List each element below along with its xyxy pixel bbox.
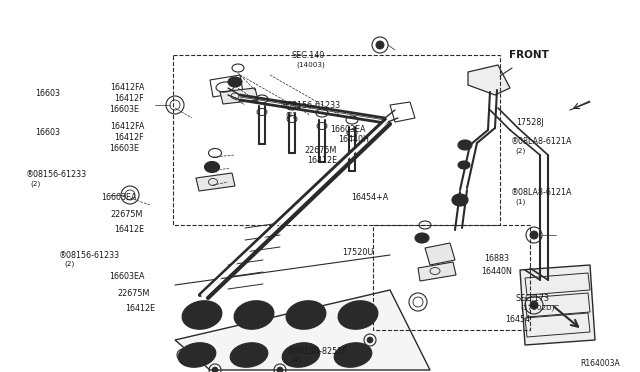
Polygon shape [196, 173, 235, 191]
Ellipse shape [334, 343, 372, 367]
Circle shape [231, 78, 239, 86]
Text: ®08156-61233: ®08156-61233 [59, 251, 120, 260]
Ellipse shape [339, 346, 367, 364]
Text: 16412F: 16412F [114, 94, 143, 103]
Text: 16603E: 16603E [109, 105, 139, 114]
Ellipse shape [415, 233, 429, 243]
Text: 17520U: 17520U [342, 248, 374, 257]
Ellipse shape [235, 346, 263, 364]
Text: 17528J: 17528J [516, 118, 543, 127]
Text: 16412F: 16412F [114, 133, 143, 142]
Text: 16454: 16454 [506, 315, 531, 324]
Ellipse shape [290, 305, 322, 325]
Text: 22675M: 22675M [110, 210, 143, 219]
Ellipse shape [287, 346, 316, 364]
Text: 16603EA: 16603EA [109, 272, 144, 280]
Ellipse shape [234, 301, 274, 329]
Polygon shape [425, 243, 455, 265]
Text: (2): (2) [285, 111, 296, 118]
Text: 16883: 16883 [484, 254, 509, 263]
Text: 16412FA: 16412FA [110, 83, 145, 92]
Ellipse shape [458, 161, 470, 169]
Polygon shape [418, 262, 456, 281]
Text: 16603EA: 16603EA [101, 193, 136, 202]
Polygon shape [468, 65, 510, 95]
Ellipse shape [338, 301, 378, 329]
Text: (2): (2) [31, 180, 41, 187]
Text: 16440N: 16440N [481, 267, 512, 276]
Ellipse shape [342, 305, 374, 325]
Circle shape [418, 234, 426, 242]
Polygon shape [175, 290, 430, 370]
Text: SEG.173: SEG.173 [516, 294, 550, 303]
Text: ®08156-61233: ®08156-61233 [280, 101, 342, 110]
Ellipse shape [186, 305, 218, 325]
Circle shape [530, 301, 538, 309]
Text: 16412E: 16412E [114, 225, 144, 234]
Ellipse shape [205, 161, 220, 173]
Ellipse shape [182, 346, 211, 364]
Circle shape [277, 367, 283, 372]
Ellipse shape [238, 305, 270, 325]
Circle shape [207, 162, 217, 172]
Ellipse shape [182, 301, 222, 329]
Circle shape [530, 231, 538, 239]
Text: (17502D): (17502D) [521, 304, 556, 311]
Text: FRONT: FRONT [509, 50, 549, 60]
Text: 16603: 16603 [35, 128, 60, 137]
Text: 16412E: 16412E [125, 304, 155, 313]
Text: (14003): (14003) [297, 61, 326, 68]
Polygon shape [520, 265, 595, 345]
Text: 16412FA: 16412FA [110, 122, 145, 131]
Text: ®08LA8-6121A: ®08LA8-6121A [511, 137, 572, 146]
Text: (1): (1) [516, 198, 526, 205]
Circle shape [180, 352, 186, 358]
Text: ®08156-61233: ®08156-61233 [26, 170, 87, 179]
Text: (4): (4) [292, 357, 302, 363]
Circle shape [376, 41, 384, 49]
Text: 16412E: 16412E [307, 156, 337, 165]
Text: 16603: 16603 [35, 89, 60, 97]
Text: ®08158-8251F: ®08158-8251F [287, 347, 348, 356]
Ellipse shape [286, 301, 326, 329]
Text: (2): (2) [64, 261, 74, 267]
Ellipse shape [282, 343, 320, 367]
Polygon shape [220, 88, 258, 104]
Text: (2): (2) [516, 147, 526, 154]
Text: ®08LA8-6121A: ®08LA8-6121A [511, 188, 572, 197]
Ellipse shape [228, 77, 242, 87]
Text: 22675M: 22675M [117, 289, 150, 298]
Text: 16440H: 16440H [338, 135, 369, 144]
Circle shape [212, 367, 218, 372]
Text: 22675M: 22675M [305, 146, 337, 155]
Text: 16603EA: 16603EA [330, 125, 365, 134]
Text: SEC.140: SEC.140 [292, 51, 325, 60]
Text: R164003A: R164003A [580, 359, 620, 368]
Circle shape [367, 337, 373, 343]
Text: 16603E: 16603E [109, 144, 139, 153]
Text: 16454+A: 16454+A [351, 193, 388, 202]
Ellipse shape [452, 194, 468, 206]
Ellipse shape [230, 343, 268, 367]
Ellipse shape [458, 140, 472, 150]
Ellipse shape [178, 343, 216, 367]
